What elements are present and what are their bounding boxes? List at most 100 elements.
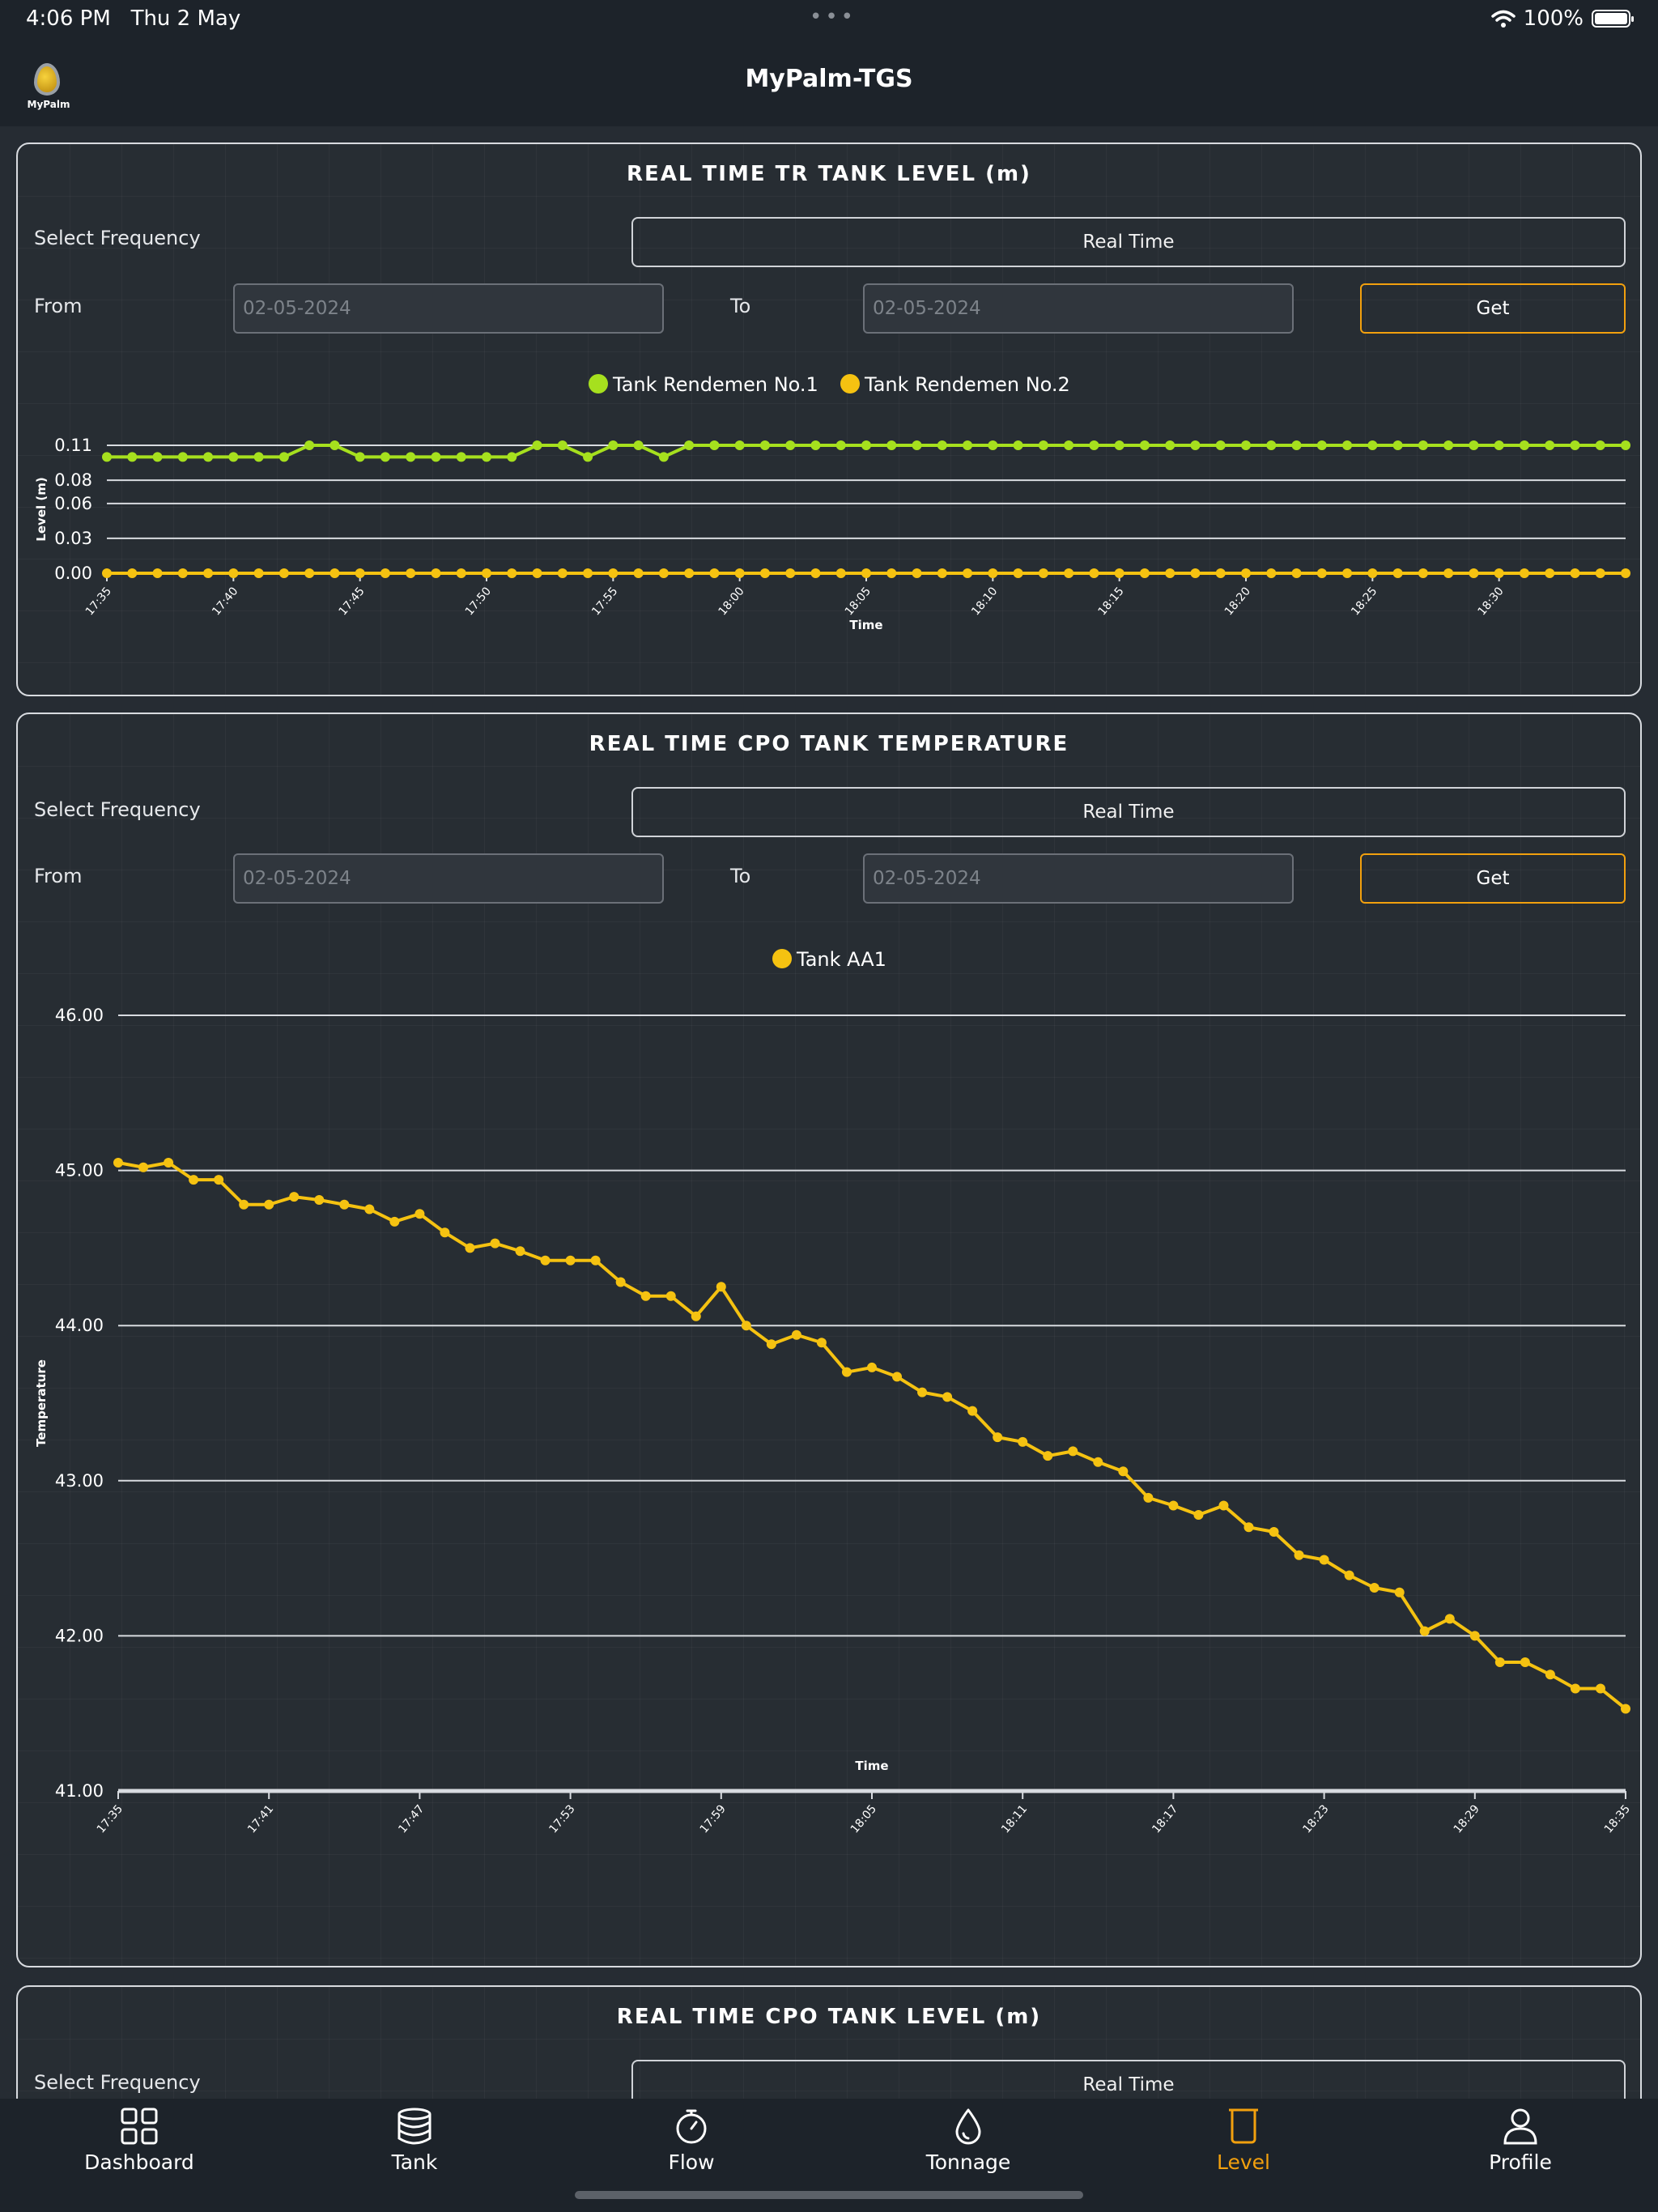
data-point [557,440,568,450]
data-point [1190,440,1201,450]
data-point [1392,440,1403,450]
to-date-input[interactable]: 02-05-2024 [863,853,1294,904]
data-point [1392,568,1403,578]
data-point [1367,568,1378,578]
data-point [152,568,163,578]
data-point [364,1204,375,1214]
legend-label: Tank Rendemen No.2 [864,373,1070,396]
data-point [1469,440,1479,450]
data-point [1291,568,1302,578]
data-point [684,568,695,578]
data-point [507,452,517,462]
data-point [1444,1614,1455,1624]
data-point [810,440,821,450]
x-tick-label: 17:35 [83,585,114,618]
data-point [1342,440,1353,450]
from-date-input[interactable]: 02-05-2024 [233,283,664,334]
get-button[interactable]: Get [1360,283,1626,334]
data-point [329,440,340,450]
data-point [214,1175,224,1185]
data-point [304,568,315,578]
get-button[interactable]: Get [1360,853,1626,904]
data-point [1319,1555,1329,1565]
data-point [1595,440,1605,450]
cpo-tank-temperature-card: REAL TIME CPO TANK TEMPERATURE Select Fr… [16,713,1642,1967]
data-point [380,568,390,578]
beaker-icon [1229,2108,1258,2144]
data-point [942,1392,953,1402]
drop-icon [955,2108,981,2145]
data-point [289,1192,300,1202]
data-point [507,568,517,578]
y-tick-label: 0.11 [54,436,92,455]
data-point [658,568,669,578]
legend-swatch [840,374,860,393]
data-point [482,452,491,462]
data-point [314,1195,325,1206]
data-point [1595,1683,1605,1694]
data-point [414,1209,425,1219]
data-point [557,568,568,578]
card-title: REAL TIME CPO TANK LEVEL (m) [616,2005,1042,2029]
app-logo[interactable]: MyPalm [24,63,70,115]
data-point [1570,1683,1580,1694]
data-point [640,1291,651,1301]
frequency-label: Select Frequency [34,2071,201,2094]
tab-profile[interactable]: Profile [1383,2099,1658,2196]
oil-drop-icon [34,63,60,96]
data-point [152,452,163,462]
tab-label: Tonnage [925,2150,1011,2174]
data-point [684,440,695,450]
tr-tank-level-chart: Tank Rendemen No.1 Tank Rendemen No.2 0.11… [34,373,1630,632]
data-point [1519,440,1529,450]
frequency-select[interactable]: Real Time [631,787,1626,837]
status-date: Thu 2 May [130,6,241,31]
data-point [734,440,745,450]
data-point [1545,568,1555,578]
data-point [633,440,644,450]
tab-tonnage[interactable]: Tonnage [831,2099,1106,2196]
wifi-icon [1490,10,1516,28]
x-tick-label: 18:17 [1150,1802,1180,1836]
to-date-input[interactable]: 02-05-2024 [863,283,1294,334]
data-point [1190,568,1201,578]
data-point [203,452,214,462]
frequency-select[interactable]: Real Time [631,217,1626,267]
data-point [1316,440,1327,450]
status-right: 100% [1490,6,1634,31]
tab-dashboard[interactable]: Dashboard [2,2099,277,2196]
x-tick-label: 18:25 [1349,585,1380,618]
tab-flow[interactable]: Flow [554,2099,829,2196]
data-point [963,440,973,450]
tab-tank[interactable]: Tank [277,2099,552,2196]
data-point [691,1311,701,1321]
data-point [1291,440,1302,450]
data-point [633,568,644,578]
data-point [1013,440,1023,450]
battery-percent: 100% [1523,6,1584,31]
data-point [380,452,390,462]
tab-label: Profile [1489,2150,1552,2174]
data-point [1215,568,1226,578]
data-point [532,440,542,450]
data-point [456,568,466,578]
data-point [835,440,846,450]
multitask-dots-icon[interactable]: ••• [810,5,857,29]
home-indicator[interactable] [575,2191,1083,2199]
data-point [127,568,138,578]
data-point [456,452,466,462]
data-point [1621,440,1630,450]
data-point [658,452,669,462]
data-point [1064,440,1074,450]
frequency-label: Select Frequency [34,798,201,821]
data-point [608,568,619,578]
data-point [355,452,365,462]
data-point [239,1199,249,1210]
data-point [1570,568,1580,578]
data-point [440,1227,450,1238]
tab-level[interactable]: Level [1106,2099,1381,2196]
from-date-input[interactable]: 02-05-2024 [233,853,664,904]
data-point [127,452,138,462]
y-tick-label: 45.00 [55,1161,104,1180]
data-point [1215,440,1226,450]
